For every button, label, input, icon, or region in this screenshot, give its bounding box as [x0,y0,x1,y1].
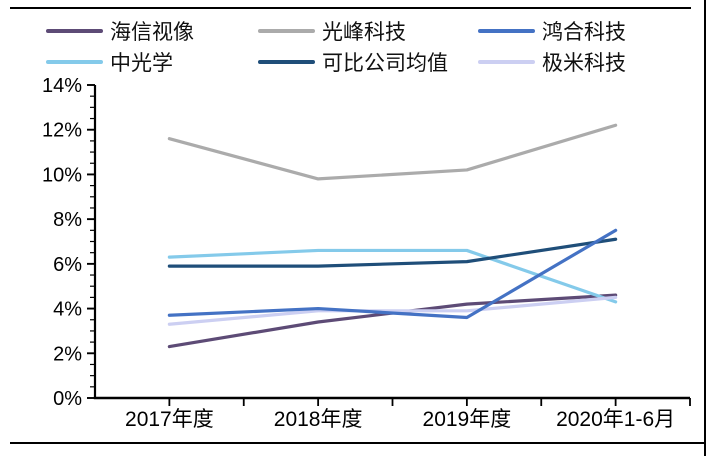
legend-item: 鸿合科技 [478,16,626,46]
legend-item: 极米科技 [478,47,626,77]
y-tick-label: 8% [53,209,82,231]
series-line [167,228,618,320]
legend-label: 鸿合科技 [542,21,626,44]
legend-color-swatch [46,59,103,65]
y-tick-label: 14% [42,75,82,97]
legend-item: 中光学 [46,47,173,77]
y-tick-label: 6% [53,254,82,276]
x-category-label: 2020年1-6月 [556,408,675,431]
series-line [167,295,618,326]
right-page-border [704,0,706,456]
series-line [167,237,618,268]
x-category-label: 2017年度 [125,408,214,431]
y-tick-label: 12% [42,120,82,142]
top-rule [10,7,691,9]
y-tick-label: 0% [53,388,82,410]
legend-item: 可比公司均值 [258,47,448,77]
x-category-label: 2018年度 [274,408,363,431]
legend-color-swatch [46,28,103,34]
legend-item: 海信视像 [46,16,194,46]
series-line [167,123,618,181]
legend-label: 中光学 [110,52,173,75]
legend-color-swatch [478,28,535,34]
y-tick-label: 4% [53,299,82,321]
legend-label: 极米科技 [542,52,626,75]
x-category-label: 2019年度 [423,408,512,431]
legend-color-swatch [258,59,315,65]
chart-legend: 海信视像 光峰科技 鸿合科技中光学 可比公司均值 极米科技 [0,0,708,80]
legend-label: 可比公司均值 [322,52,448,75]
bottom-rule [10,442,705,444]
series-line [167,248,618,304]
y-tick-label: 2% [53,343,82,365]
legend-item: 光峰科技 [258,16,406,46]
legend-label: 海信视像 [110,21,194,44]
legend-color-swatch [258,28,315,34]
legend-label: 光峰科技 [322,21,406,44]
y-tick-label: 10% [42,164,82,186]
legend-color-swatch [478,59,535,65]
